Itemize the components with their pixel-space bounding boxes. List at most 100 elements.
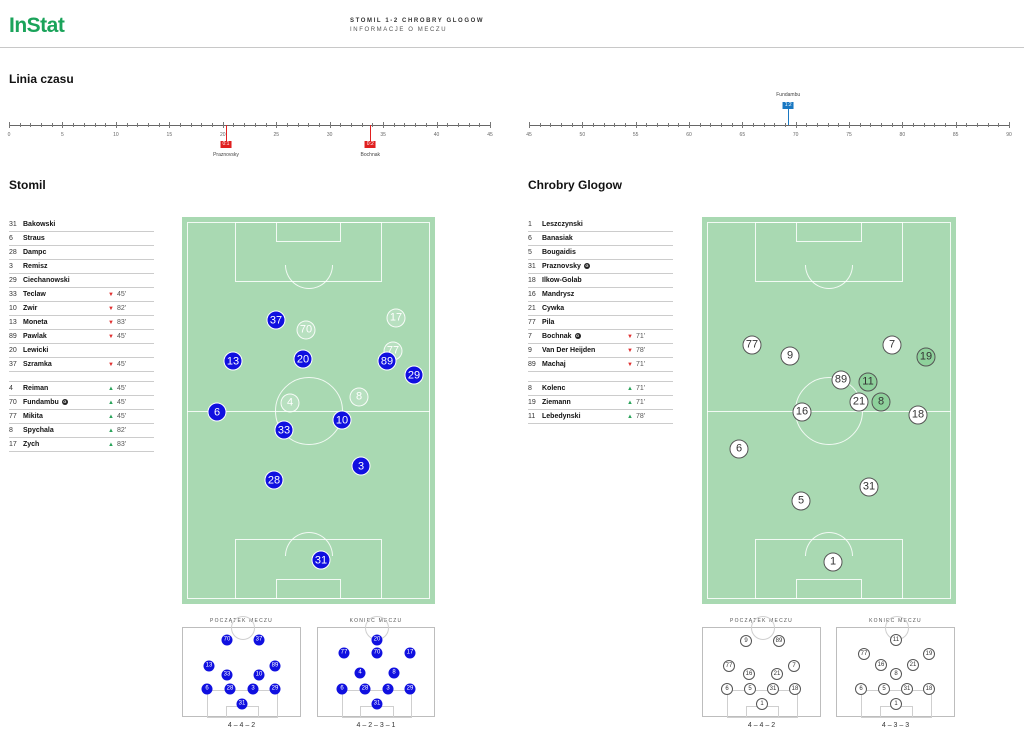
player-name: Mandrysz	[542, 291, 575, 298]
pitch-player[interactable]: 29	[404, 365, 424, 385]
formation-player: 20	[371, 634, 383, 646]
player-name: Bakowski	[23, 221, 56, 228]
top-goal-box	[275, 222, 342, 242]
pitch-player[interactable]: 19	[916, 347, 936, 367]
timeline-tick	[233, 123, 235, 127]
roster-row[interactable]: 19 Ziemann ▲ 71'	[528, 396, 673, 410]
pitch-player[interactable]: 89	[831, 370, 851, 390]
roster-row[interactable]: 31 Praznovsky G	[528, 260, 673, 274]
roster-row[interactable]: 8 Spychala ▲ 82'	[9, 424, 154, 438]
pitch-player[interactable]: 8	[871, 392, 891, 412]
pitch-player[interactable]: 16	[792, 402, 812, 422]
substitution-time: ▼ 82'	[108, 302, 126, 316]
roster-row[interactable]: 29 Ciechanowski	[9, 274, 154, 288]
pitch-player[interactable]: 4	[280, 393, 300, 413]
pitch-player[interactable]: 28	[264, 470, 284, 490]
formation-player: 16	[875, 659, 887, 671]
timeline-tick	[105, 123, 107, 127]
roster-row[interactable]: 6 Banasiak	[528, 232, 673, 246]
roster-row[interactable]: 18 Ilkow-Golab	[528, 274, 673, 288]
pitch-player[interactable]: 8	[349, 387, 369, 407]
pitch-player[interactable]: 6	[729, 439, 749, 459]
goal-score-marker[interactable]: 1:2	[782, 102, 794, 109]
timeline-tick	[721, 123, 722, 127]
player-number: 7	[528, 333, 532, 340]
goal-score-marker[interactable]: 0:1	[220, 141, 232, 148]
pitch-player[interactable]: 7	[882, 335, 902, 355]
timeline-tick-label: 45	[526, 132, 532, 138]
pitch-player[interactable]: 77	[742, 335, 762, 355]
pitch-player[interactable]: 5	[791, 491, 811, 511]
pitch-player[interactable]: 20	[293, 349, 313, 369]
roster-row[interactable]: 20 Lewicki	[9, 344, 154, 358]
pitch-player[interactable]: 17	[386, 308, 406, 328]
pitch-player[interactable]: 31	[311, 550, 331, 570]
timeline-tick-label: 65	[739, 132, 746, 138]
timeline-tick	[582, 122, 584, 128]
timeline-tick	[383, 122, 385, 128]
pitch-player[interactable]: 11	[858, 372, 878, 392]
formation-player: 11	[890, 634, 902, 646]
timeline-tick	[923, 123, 925, 127]
roster-row[interactable]: 89 Pawlak ▼ 45'	[9, 330, 154, 344]
player-name: Banasiak	[542, 235, 573, 242]
bottom-goal-box	[795, 579, 862, 599]
roster-row[interactable]: 7 Bochnak G ▼ 71'	[528, 330, 673, 344]
roster-row[interactable]: 77 Mikita ▲ 45'	[9, 410, 154, 424]
substitution-time: ▼ 71'	[627, 358, 645, 372]
roster-row[interactable]: 28 Dampc	[9, 246, 154, 260]
roster-row[interactable]: 33 Teclaw ▼ 45'	[9, 288, 154, 302]
roster-row[interactable]: 3 Remisz	[9, 260, 154, 274]
roster-separator	[528, 372, 673, 382]
roster-row[interactable]: 9 Van Der Heijden ▼ 78'	[528, 344, 673, 358]
timeline-tick	[593, 123, 594, 127]
roster-row[interactable]: 89 Machaj ▼ 71'	[528, 358, 673, 372]
pitch-player[interactable]: 1	[823, 552, 843, 572]
pitch-player[interactable]: 13	[223, 351, 243, 371]
pitch-player[interactable]: 37	[266, 310, 286, 330]
roster-row[interactable]: 70 Fundambu G ▲ 45'	[9, 396, 154, 410]
timeline-tick	[340, 123, 342, 127]
timeline-tick	[603, 123, 605, 127]
goal-score-marker[interactable]: 0:2	[364, 141, 376, 148]
roster-row[interactable]: 11 Lebedynski ▲ 78'	[528, 410, 673, 424]
substitution-time: ▲ 71'	[627, 382, 645, 396]
timeline-tick	[955, 122, 957, 128]
pitch-player[interactable]: 3	[351, 456, 371, 476]
timeline-tick	[447, 123, 449, 127]
substitution-minute: 78'	[635, 413, 646, 420]
roster-row[interactable]: 37 Szramka ▼ 45'	[9, 358, 154, 372]
formation-player: 6	[855, 683, 867, 695]
pitch-player[interactable]: 31	[859, 477, 879, 497]
roster-row[interactable]: 6 Straus	[9, 232, 154, 246]
pitch-player[interactable]: 6	[207, 402, 227, 422]
player-name: Reiman	[23, 385, 49, 392]
pitch-player[interactable]: 70	[296, 320, 316, 340]
substitution-time: ▲ 71'	[627, 396, 645, 410]
timeline-tick	[635, 122, 637, 128]
pitch-player[interactable]: 89	[377, 351, 397, 371]
away-start-formation: POCZĄTEK MECZU 9 89 77 16 21 7 6 5 31 18 1 4 – 4 – 2	[702, 616, 821, 729]
substitution-time: ▲ 45'	[108, 410, 126, 424]
pitch-player[interactable]: 33	[274, 420, 294, 440]
roster-row[interactable]: 4 Reiman ▲ 45'	[9, 382, 154, 396]
pitch-player[interactable]: 21	[849, 392, 869, 412]
roster-row[interactable]: 5 Bougaidis	[528, 246, 673, 260]
roster-row[interactable]: 17 Zych ▲ 83'	[9, 438, 154, 452]
roster-row[interactable]: 16 Mandrysz	[528, 288, 673, 302]
pitch-player[interactable]: 18	[908, 405, 928, 425]
roster-row[interactable]: 31 Bakowski	[9, 218, 154, 232]
roster-row[interactable]: 8 Kolenc ▲ 71'	[528, 382, 673, 396]
pitch-player[interactable]: 9	[780, 346, 800, 366]
roster-row[interactable]: 13 Moneta ▼ 83'	[9, 316, 154, 330]
roster-row[interactable]: 21 Cywka	[528, 302, 673, 316]
pitch-player[interactable]: 10	[332, 410, 352, 430]
timeline-tick	[934, 123, 936, 127]
roster-row[interactable]: 77 Pila	[528, 316, 673, 330]
player-name: Bougaidis	[542, 249, 576, 256]
substitution-minute: 82'	[116, 305, 127, 312]
roster-row[interactable]: 1 Leszczynski	[528, 218, 673, 232]
substitution-time: ▲ 78'	[627, 410, 645, 424]
roster-row[interactable]: 10 Zwir ▼ 82'	[9, 302, 154, 316]
sub-off-arrow-icon: ▼	[108, 292, 114, 298]
